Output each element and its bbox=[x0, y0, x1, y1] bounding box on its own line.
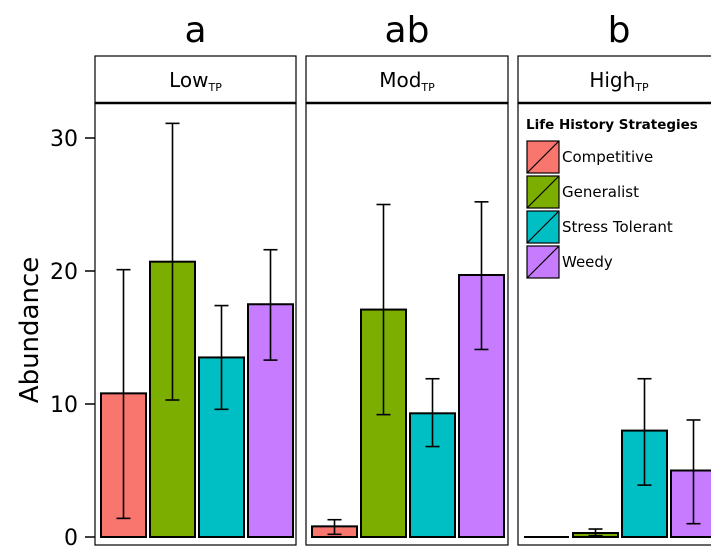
y-tick-label: 10 bbox=[50, 393, 78, 418]
legend-key-slash bbox=[526, 245, 560, 279]
facet-strip-main: High bbox=[589, 68, 635, 92]
facet-strip-main: Low bbox=[169, 68, 208, 92]
significance-letter: a bbox=[184, 10, 206, 51]
facet-strip-label: HighTP bbox=[589, 68, 649, 94]
facet-strip bbox=[517, 55, 711, 104]
facet-strip-label: LowTP bbox=[169, 68, 222, 94]
significance-letter: ab bbox=[385, 10, 430, 51]
legend-key-slash bbox=[526, 175, 560, 209]
y-tick-label: 20 bbox=[50, 260, 78, 285]
facet-strip-sub: TP bbox=[208, 81, 223, 94]
facet-strip bbox=[94, 55, 297, 104]
facet-strip-sub: TP bbox=[420, 81, 435, 94]
y-axis-label: Abundance bbox=[15, 257, 45, 403]
y-tick-label: 30 bbox=[50, 127, 78, 152]
legend-entry: Stress Tolerant bbox=[562, 218, 673, 236]
legend-entry: Weedy bbox=[562, 253, 613, 271]
legend-entry: Generalist bbox=[562, 183, 639, 201]
y-tick-label: 0 bbox=[64, 526, 78, 551]
facet-strip-sub: TP bbox=[634, 81, 649, 94]
bar bbox=[247, 303, 294, 538]
bar bbox=[198, 356, 245, 539]
legend-key-slash bbox=[526, 210, 560, 244]
facet-strip bbox=[305, 55, 509, 104]
bar bbox=[670, 469, 711, 538]
significance-letter: b bbox=[608, 10, 631, 51]
facet-strip-main: Mod bbox=[379, 68, 421, 92]
legend-title: Life History Strategies bbox=[526, 117, 698, 133]
legend-key-slash bbox=[526, 140, 560, 174]
facet-strip-label: ModTP bbox=[379, 68, 435, 94]
legend-entry: Competitive bbox=[562, 148, 653, 166]
